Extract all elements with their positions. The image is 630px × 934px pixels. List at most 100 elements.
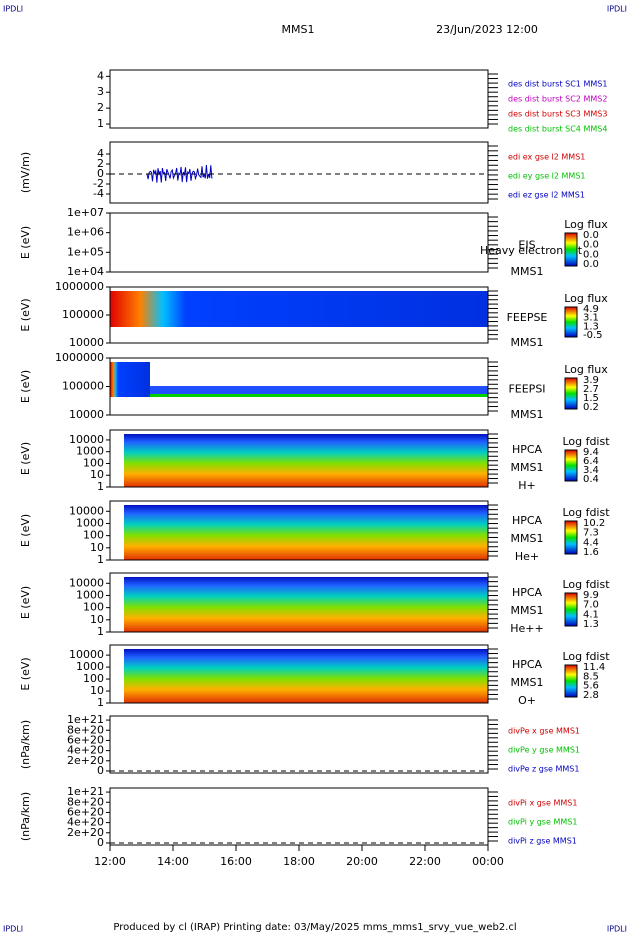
y-tick-label: 10 <box>90 541 104 554</box>
y-tick-label: 0 <box>97 167 104 180</box>
y-axis-label: E (eV) <box>19 657 32 690</box>
colorbar-label: 9.9 <box>583 590 599 601</box>
y-tick-label: -4 <box>93 187 104 200</box>
trace <box>146 165 213 183</box>
y-tick-label: 10000 <box>69 504 104 517</box>
legend-entry: divPi x gse MMS1 <box>508 799 577 808</box>
panel-frame <box>109 212 489 273</box>
legend-entry: des dist burst SC2 MMS2 <box>508 95 607 104</box>
y-tick-label: 1000 <box>76 660 104 673</box>
colorbar-label: 11.4 <box>583 662 605 673</box>
instrument-label: H+ <box>518 479 536 492</box>
y-axis-label: E (eV) <box>19 514 32 547</box>
y-tick-label: 4e+20 <box>67 816 104 829</box>
y-axis-label: (nPa/km) <box>19 792 32 841</box>
y-tick-label: 10 <box>90 613 104 626</box>
spectrogram <box>110 394 488 397</box>
colorbar-label: 2.8 <box>583 690 599 701</box>
colorbar-label: 0.0 <box>583 259 599 270</box>
y-tick-label: 10000 <box>69 576 104 589</box>
colorbar-label: 0.0 <box>583 240 599 251</box>
instrument-label: MMS1 <box>511 532 544 545</box>
legend-entry: divPi y gse MMS1 <box>508 818 577 827</box>
y-tick-label: 1 <box>97 553 104 566</box>
colorbar-label: 3.9 <box>583 375 599 386</box>
x-tick-label: 18:00 <box>283 855 315 868</box>
y-tick-label: 100 <box>83 601 104 614</box>
y-tick-label: 10000 <box>69 408 104 421</box>
y-tick-label: 1000 <box>76 516 104 529</box>
spectrogram <box>124 505 488 560</box>
instrument-label: EIS <box>518 239 535 252</box>
colorbar-label: 0.4 <box>583 474 599 485</box>
spectrogram <box>110 386 488 396</box>
spectrogram <box>110 291 488 327</box>
colorbar-title: Log flux <box>564 363 608 376</box>
y-tick-label: 6e+20 <box>67 805 104 818</box>
corner-label: IPDLI <box>3 925 23 934</box>
panel-frame <box>109 141 489 204</box>
colorbar <box>564 520 578 555</box>
instrument-label: MMS1 <box>511 676 544 689</box>
instrument-label: MMS1 <box>511 604 544 617</box>
instrument-label: FEEPSE <box>507 311 548 324</box>
y-tick-label: 10000 <box>69 433 104 446</box>
y-tick-label: 1e+04 <box>67 265 104 278</box>
corner-label: IPDLI <box>607 5 627 14</box>
instrument-label: HPCA <box>512 443 543 456</box>
y-tick-label: 1 <box>97 480 104 493</box>
y-tick-label: 100000 <box>62 308 104 321</box>
y-axis-label: E (eV) <box>19 298 32 331</box>
y-tick-label: 0 <box>97 764 104 777</box>
y-axis-label: E (eV) <box>19 226 32 259</box>
y-tick-label: 1 <box>97 696 104 709</box>
y-tick-label: 1000 <box>76 588 104 601</box>
y-tick-label: 4 <box>97 69 104 82</box>
legend-entry: edi ez gse l2 MMS1 <box>508 191 585 200</box>
legend-entry: divPi z gse MMS1 <box>508 837 577 846</box>
instrument-label: HPCA <box>512 658 543 671</box>
y-tick-label: 4e+20 <box>67 744 104 757</box>
colorbar-label: 2.7 <box>583 384 599 395</box>
y-tick-label: 100 <box>83 456 104 469</box>
y-tick-label: 2e+20 <box>67 826 104 839</box>
colorbar-title: Log flux <box>564 218 608 231</box>
x-tick-label: 14:00 <box>157 855 189 868</box>
y-axis-label: E (eV) <box>19 370 32 403</box>
colorbar-title: Log fdist <box>562 578 610 591</box>
y-tick-label: 1000000 <box>55 280 104 293</box>
y-tick-label: 2e+20 <box>67 754 104 767</box>
y-tick-label: 10 <box>90 468 104 481</box>
panel-frame <box>109 69 489 129</box>
colorbar-label: 4.4 <box>583 537 599 548</box>
y-tick-label: 4 <box>97 147 104 160</box>
y-tick-label: 1e+05 <box>67 245 104 258</box>
colorbar-label: 1.3 <box>583 619 599 630</box>
panel-frame <box>109 500 489 561</box>
colorbar <box>564 306 578 338</box>
instrument-label: HPCA <box>512 586 543 599</box>
legend-entry: edi ey gse l2 MMS1 <box>508 172 586 181</box>
overlay-label: Heavy electron tot <box>480 244 583 257</box>
x-tick-label: 12:00 <box>94 855 126 868</box>
colorbar-label: 7.0 <box>583 600 599 611</box>
y-axis-label: E (eV) <box>19 442 32 475</box>
colorbar-label: 1.6 <box>583 547 599 558</box>
y-tick-label: 100000 <box>62 380 104 393</box>
colorbar-label: 6.4 <box>583 456 599 467</box>
y-tick-label: 10000 <box>69 648 104 661</box>
colorbar <box>564 592 578 627</box>
y-tick-label: 100 <box>83 672 104 685</box>
x-tick-label: 16:00 <box>220 855 252 868</box>
spectrogram <box>110 362 150 397</box>
colorbar-label: 7.3 <box>583 528 599 539</box>
panel-frame <box>109 644 489 704</box>
instrument-label: HPCA <box>512 514 543 527</box>
colorbar <box>564 449 578 482</box>
colorbar-label: 3.4 <box>583 465 599 476</box>
y-tick-label: 1 <box>97 625 104 638</box>
instrument-label: MMS1 <box>511 265 544 278</box>
y-tick-label: 3 <box>97 85 104 98</box>
y-tick-label: 8e+20 <box>67 723 104 736</box>
panel-frame <box>109 572 489 633</box>
